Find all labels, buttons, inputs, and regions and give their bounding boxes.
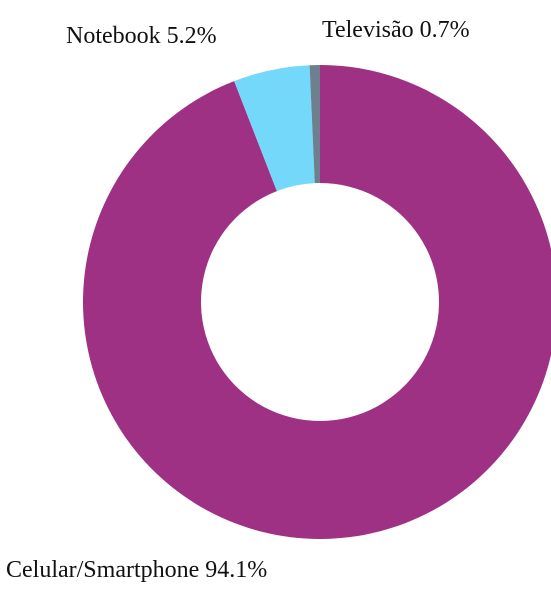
slice-label-name: Celular/Smartphone <box>6 557 205 583</box>
slice-notebook <box>234 65 315 192</box>
slice-label-value: 94.1% <box>205 557 267 583</box>
slice-label-name: Notebook <box>66 23 167 49</box>
slice-label-notebook: Notebook 5.2% <box>66 23 217 49</box>
slice-celular-smartphone <box>83 65 551 539</box>
slice-label-name: Televisão <box>322 17 420 43</box>
slice-label-televisao: Televisão 0.7% <box>322 17 470 43</box>
slice-label-value: 5.2% <box>167 23 217 49</box>
slices-group <box>83 65 551 539</box>
slice-label-celular-smartphone: Celular/Smartphone 94.1% <box>6 557 267 583</box>
slice-televisao <box>309 65 320 184</box>
slice-label-value: 0.7% <box>420 17 470 43</box>
labels-group: Celular/Smartphone 94.1% Notebook 5.2% Tel… <box>6 17 470 583</box>
